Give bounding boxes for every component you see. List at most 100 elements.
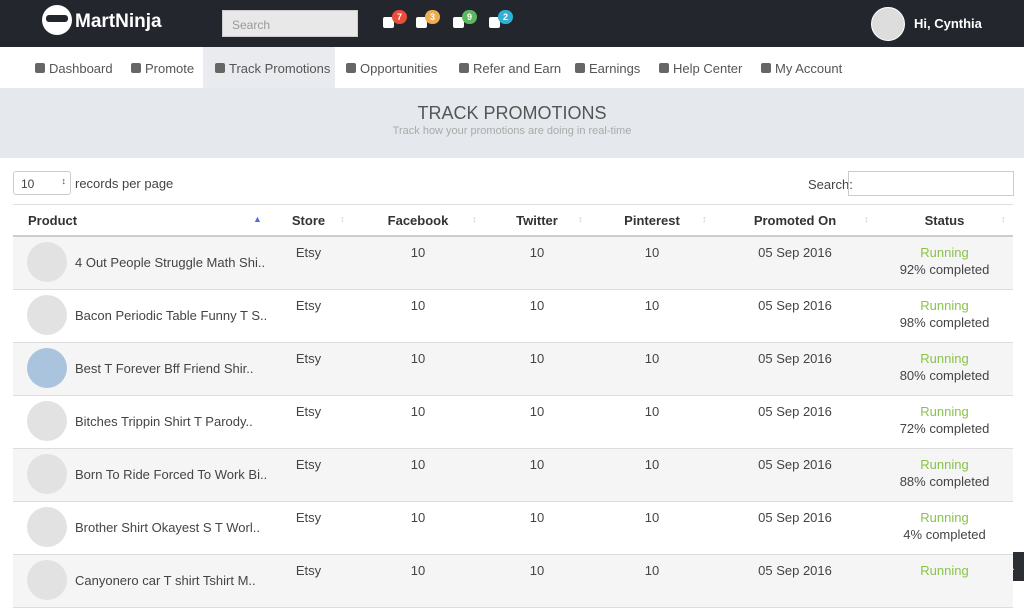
nav-bar <box>0 47 1024 89</box>
column-header[interactable]: Status <box>924 213 965 228</box>
table-search[interactable] <box>848 171 1014 196</box>
table-row <box>13 449 1013 502</box>
notification-icon[interactable] <box>489 17 500 28</box>
product-thumb <box>27 560 67 600</box>
cell: Etsy <box>295 298 322 313</box>
status: Running <box>920 298 969 313</box>
page-title: TRACK PROMOTIONS <box>417 103 607 123</box>
nav-item[interactable]: My Account <box>775 61 843 76</box>
nav-icon <box>659 63 669 73</box>
cell: 10 <box>410 457 426 472</box>
column-header[interactable]: Product <box>28 213 78 228</box>
column-header[interactable]: Facebook <box>387 213 449 228</box>
completion: 80% completed <box>899 368 990 383</box>
table-row <box>13 502 1013 555</box>
avatar[interactable] <box>871 7 905 41</box>
table-row <box>13 237 1013 290</box>
cell: 10 <box>529 351 545 366</box>
status: Running <box>920 510 969 525</box>
table-row <box>13 290 1013 343</box>
product-name[interactable]: Brother Shirt Okayest S T Worl.. <box>75 520 260 535</box>
column-header[interactable]: Pinterest <box>624 213 680 228</box>
completion: 98% completed <box>899 315 990 330</box>
cell: Etsy <box>295 510 322 525</box>
search-label: Search: <box>808 177 853 192</box>
nav-icon <box>35 63 45 73</box>
search-box[interactable]: Search <box>222 10 358 37</box>
nav-item[interactable]: Refer and Earn <box>473 61 562 76</box>
cell: 10 <box>644 351 660 366</box>
cell: 05 Sep 2016 <box>758 404 832 419</box>
column-header[interactable]: Twitter <box>516 213 558 228</box>
completion: 4% completed <box>903 527 986 542</box>
status: Running <box>920 245 969 260</box>
greeting[interactable]: Hi, Cynthia <box>914 16 982 31</box>
sort-icon: ↕ <box>864 214 869 224</box>
cell: 10 <box>644 563 660 578</box>
nav-icon <box>459 63 469 73</box>
product-thumb <box>27 454 67 494</box>
notification-icon[interactable] <box>383 17 394 28</box>
cell: 10 <box>644 298 660 313</box>
nav-item[interactable]: Track Promotions <box>229 61 331 76</box>
column-header[interactable]: Store <box>291 213 326 228</box>
cell: Etsy <box>295 404 322 419</box>
cell: 10 <box>410 563 426 578</box>
nav-item[interactable]: Opportunities <box>360 61 438 76</box>
notification-icon[interactable] <box>453 17 464 28</box>
product-name[interactable]: Born To Ride Forced To Work Bi.. <box>75 467 268 482</box>
product-name[interactable]: Bacon Periodic Table Funny T S.. <box>75 308 268 323</box>
sort-icon: ↕ <box>702 214 707 224</box>
cell: Etsy <box>295 457 322 472</box>
status: Running <box>920 457 969 472</box>
page-size-select[interactable]: 10 ↕ <box>13 171 71 195</box>
sort-icon: ↕ <box>1001 214 1006 224</box>
banner <box>0 88 1024 158</box>
product-thumb <box>27 295 67 335</box>
product-name[interactable]: 4 Out People Struggle Math Shi.. <box>75 255 266 270</box>
brand[interactable]: MartNinja <box>75 11 162 32</box>
cell: 10 <box>644 510 660 525</box>
page-subtitle: Track how your promotions are doing in r… <box>392 125 632 137</box>
cell: 10 <box>644 404 660 419</box>
product-name[interactable]: Best T Forever Bff Friend Shir.. <box>75 361 254 376</box>
nav-item[interactable]: Earnings <box>589 61 641 76</box>
completion: 88% completed <box>899 474 990 489</box>
nav-icon <box>215 63 225 73</box>
table-header-border <box>13 204 1013 205</box>
records-label: records per page <box>75 176 174 191</box>
completion: 72% completed <box>899 421 990 436</box>
table-header-border <box>13 235 1013 237</box>
page-size: 10 <box>21 177 35 191</box>
nav-item[interactable]: Dashboard <box>49 61 113 76</box>
cell: 05 Sep 2016 <box>758 563 832 578</box>
sort-icon: ↕ <box>578 214 583 224</box>
nav-item[interactable]: Promote <box>145 61 195 76</box>
cell: Etsy <box>295 245 322 260</box>
cell: 10 <box>410 510 426 525</box>
cell: 10 <box>529 298 545 313</box>
logo-icon[interactable] <box>42 5 72 35</box>
cell: Etsy <box>295 351 322 366</box>
cell: 10 <box>529 563 545 578</box>
product-name[interactable]: Bitches Trippin Shirt T Parody.. <box>75 414 253 429</box>
notification-icon[interactable] <box>416 17 427 28</box>
completion: 92% completed <box>899 262 990 277</box>
product-thumb <box>27 401 67 441</box>
nav-icon <box>131 63 141 73</box>
cell: Etsy <box>295 563 322 578</box>
cell: 10 <box>410 298 426 313</box>
badge: 2 <box>498 10 513 24</box>
nav-icon <box>346 63 356 73</box>
nav-item[interactable]: Help Center <box>673 61 743 76</box>
nav-icon <box>575 63 585 73</box>
cell: 05 Sep 2016 <box>758 298 832 313</box>
top-bar <box>0 0 1024 47</box>
sort-icon: ↕ <box>340 214 345 224</box>
product-thumb <box>27 348 67 388</box>
column-header[interactable]: Promoted On <box>753 213 837 228</box>
sort-icon: ▲ <box>253 214 262 224</box>
table-row <box>13 396 1013 449</box>
badge: 3 <box>425 10 440 24</box>
